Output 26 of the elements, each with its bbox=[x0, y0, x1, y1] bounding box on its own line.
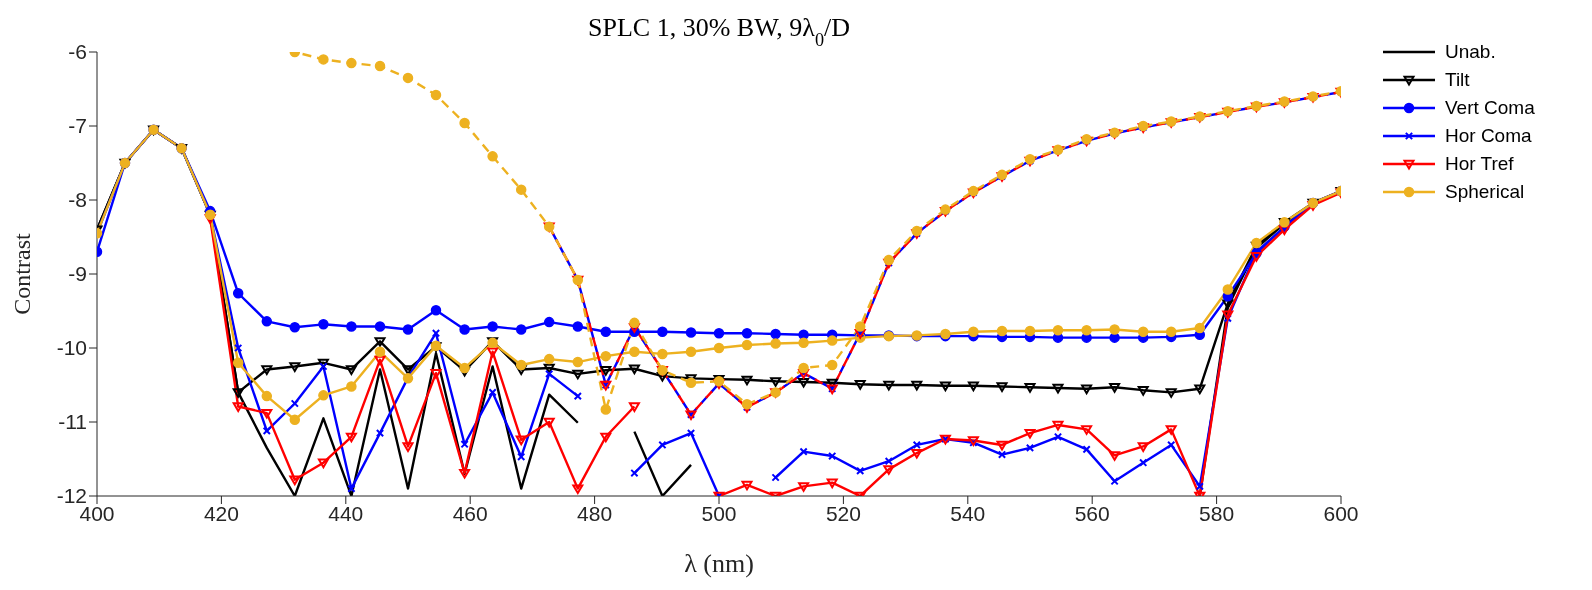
y-axis-title: Contrast bbox=[9, 233, 35, 315]
legend-label: Spherical bbox=[1445, 181, 1525, 203]
legend-label: Hor Coma bbox=[1445, 125, 1532, 147]
legend-label: Hor Tref bbox=[1445, 153, 1514, 175]
x-axis-title: λ (nm) bbox=[684, 549, 754, 578]
x-tick-label: 500 bbox=[701, 501, 737, 525]
x-tick-label: 420 bbox=[203, 501, 239, 525]
legend-label: Vert Coma bbox=[1445, 97, 1535, 119]
y-tick-label: -6 bbox=[68, 40, 87, 64]
y-tick-label: -9 bbox=[68, 262, 87, 286]
legend-label: Unab. bbox=[1445, 41, 1496, 63]
x-tick-label: 440 bbox=[328, 501, 364, 525]
y-tick-label: -7 bbox=[68, 114, 87, 138]
x-tick-label: 560 bbox=[1074, 501, 1110, 525]
x-tick-label: 520 bbox=[825, 501, 861, 525]
x-tick-label: 600 bbox=[1323, 501, 1359, 525]
x-tick-label: 460 bbox=[452, 501, 488, 525]
chart-title: SPLC 1, 30% BW, 9λ$_{0}$/D bbox=[588, 13, 850, 50]
y-tick-label: -10 bbox=[56, 336, 87, 360]
legend-label: Tilt bbox=[1445, 69, 1470, 91]
y-tick-label: -8 bbox=[68, 188, 87, 212]
x-tick-label: 480 bbox=[577, 501, 613, 525]
y-tick-label: -12 bbox=[56, 484, 87, 508]
x-tick-label: 580 bbox=[1199, 501, 1235, 525]
y-tick-label: -11 bbox=[58, 410, 87, 434]
x-tick-label: 540 bbox=[950, 501, 986, 525]
